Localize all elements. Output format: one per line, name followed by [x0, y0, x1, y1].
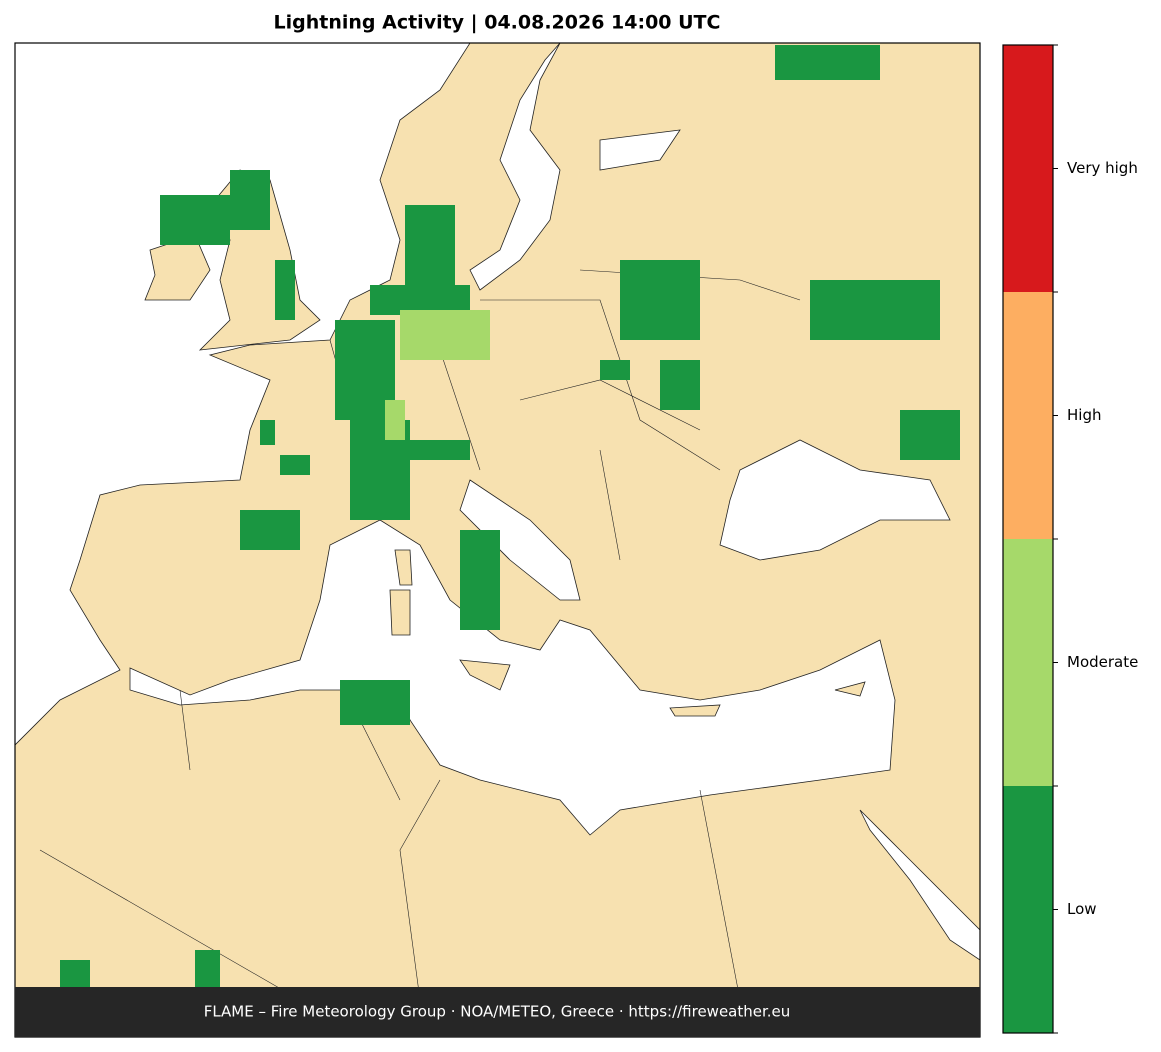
map	[15, 43, 980, 1037]
colorbar-label: Low	[1067, 900, 1097, 918]
colorbar: Low Moderate High Very high	[1002, 44, 1138, 1034]
sicily	[459, 659, 511, 691]
colorbar-segment	[1003, 292, 1053, 539]
map-title: Lightning Activity | 04.08.2026 14:00 UT…	[274, 12, 721, 34]
cyprus	[834, 681, 866, 697]
colorbar-label: Very high	[1067, 159, 1138, 177]
colorbar-label: High	[1067, 406, 1101, 424]
colorbar-frame	[1002, 44, 1054, 1034]
colorbar-segment	[1003, 786, 1053, 1033]
colorbar-label: Moderate	[1067, 653, 1138, 671]
baltic	[469, 43, 681, 291]
red-sea	[859, 809, 980, 961]
sardinia-corsica	[389, 549, 413, 636]
footer-text: FLAME – Fire Meteorology Group · NOA/MET…	[204, 1003, 791, 1021]
crete	[669, 704, 721, 717]
colorbar-segment	[1003, 45, 1053, 292]
lightning-cells	[60, 45, 960, 987]
footer-bar	[15, 987, 980, 1037]
black-sea	[719, 439, 951, 561]
atlantic	[15, 43, 471, 746]
colorbar-segment	[1003, 539, 1053, 786]
